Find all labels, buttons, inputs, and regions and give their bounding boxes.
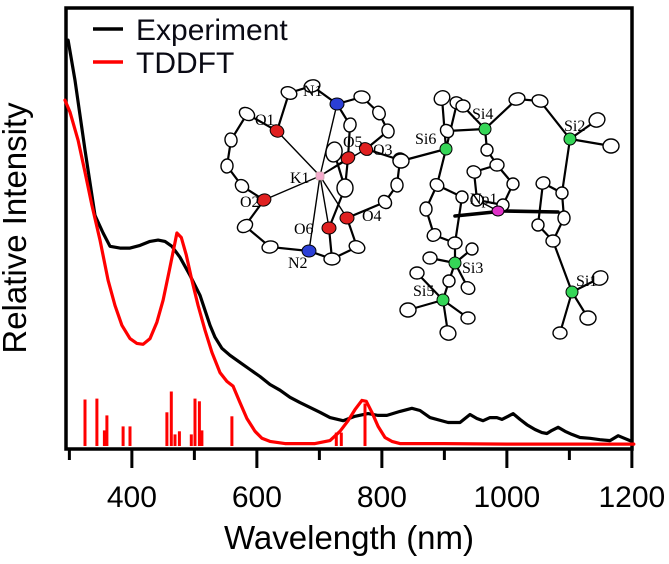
- legend: Experiment TDDFT: [93, 14, 288, 80]
- atom-label-si6: Si6: [415, 131, 436, 148]
- atom-label-n1: N1: [303, 83, 323, 100]
- np1-atom: [491, 205, 505, 217]
- si2-atom: [563, 132, 577, 146]
- tddft-curve: [63, 98, 636, 446]
- atom-label-np1: Np1: [470, 191, 498, 208]
- o2-atom: [256, 193, 272, 207]
- legend-label-experiment: Experiment: [136, 14, 288, 47]
- si5-atom: [436, 293, 450, 307]
- atom-label-o5: O5: [343, 134, 363, 151]
- si6-atom: [439, 142, 453, 156]
- np-atom-labels: Si4 Si2 Si6 Np1 Si3 Si5 Si1: [413, 106, 597, 300]
- oscillator-strength-sticks: [83, 391, 367, 446]
- x-tick-label: 800: [357, 481, 407, 514]
- si1-atom: [565, 285, 579, 299]
- o5-atom: [340, 151, 356, 165]
- carbon-ellipsoids: [220, 79, 408, 266]
- x-axis-ticks: [67, 449, 634, 468]
- atom-label-si1: Si1: [576, 273, 597, 290]
- si4-atom: [478, 122, 492, 136]
- o1-atom: [269, 124, 285, 138]
- x-tick-label: 1200: [599, 481, 666, 514]
- legend-label-tddft: TDDFT: [136, 47, 234, 80]
- atom-label-o2: O2: [240, 194, 260, 211]
- x-tick-label: 600: [232, 481, 282, 514]
- atom-label-si5: Si5: [413, 283, 434, 300]
- atom-label-n2: N2: [288, 255, 308, 272]
- experiment-curve: [66, 38, 632, 443]
- x-tick-label: 400: [107, 481, 157, 514]
- y-axis-label: Relative Intensity: [0, 102, 33, 354]
- legend-entry-tddft: TDDFT: [93, 47, 234, 80]
- legend-entry-experiment: Experiment: [93, 14, 288, 47]
- n1-atom: [329, 97, 345, 111]
- atom-label-k1: K1: [290, 170, 310, 187]
- atom-label-si4: Si4: [472, 106, 493, 123]
- molecule-inset-neptunium-complex: Si4 Si2 Si6 Np1 Si3 Si5 Si1: [392, 90, 620, 341]
- atom-label-o1: O1: [255, 112, 275, 129]
- np-heteroatoms: [436, 122, 579, 307]
- atom-label-si2: Si2: [564, 118, 585, 135]
- heteroatoms: [256, 97, 374, 258]
- atom-label-o3: O3: [373, 142, 393, 159]
- si3-atom: [448, 256, 462, 270]
- o3-atom: [358, 142, 374, 156]
- atom-labels: N1 O1 O5 O3 K1 O2 O6 O4 N2: [240, 83, 393, 272]
- x-axis-label: Wavelength (nm): [224, 519, 474, 556]
- atom-label-si3: Si3: [462, 260, 483, 277]
- atom-label-o4: O4: [362, 208, 382, 225]
- o4-atom: [339, 211, 355, 225]
- n2-atom: [301, 244, 317, 258]
- x-axis-tick-labels: 400 600 800 1000 1200: [107, 481, 665, 514]
- x-tick-label: 1000: [474, 481, 541, 514]
- np-carbon-ellipsoids: [392, 90, 620, 341]
- atom-label-o6: O6: [294, 221, 314, 238]
- plot-border: [64, 6, 634, 451]
- o6-atom: [321, 221, 337, 235]
- molecule-inset-potassium-cryptand: N1 O1 O5 O3 K1 O2 O6 O4 N2: [220, 79, 408, 272]
- k1-atom: [315, 171, 325, 181]
